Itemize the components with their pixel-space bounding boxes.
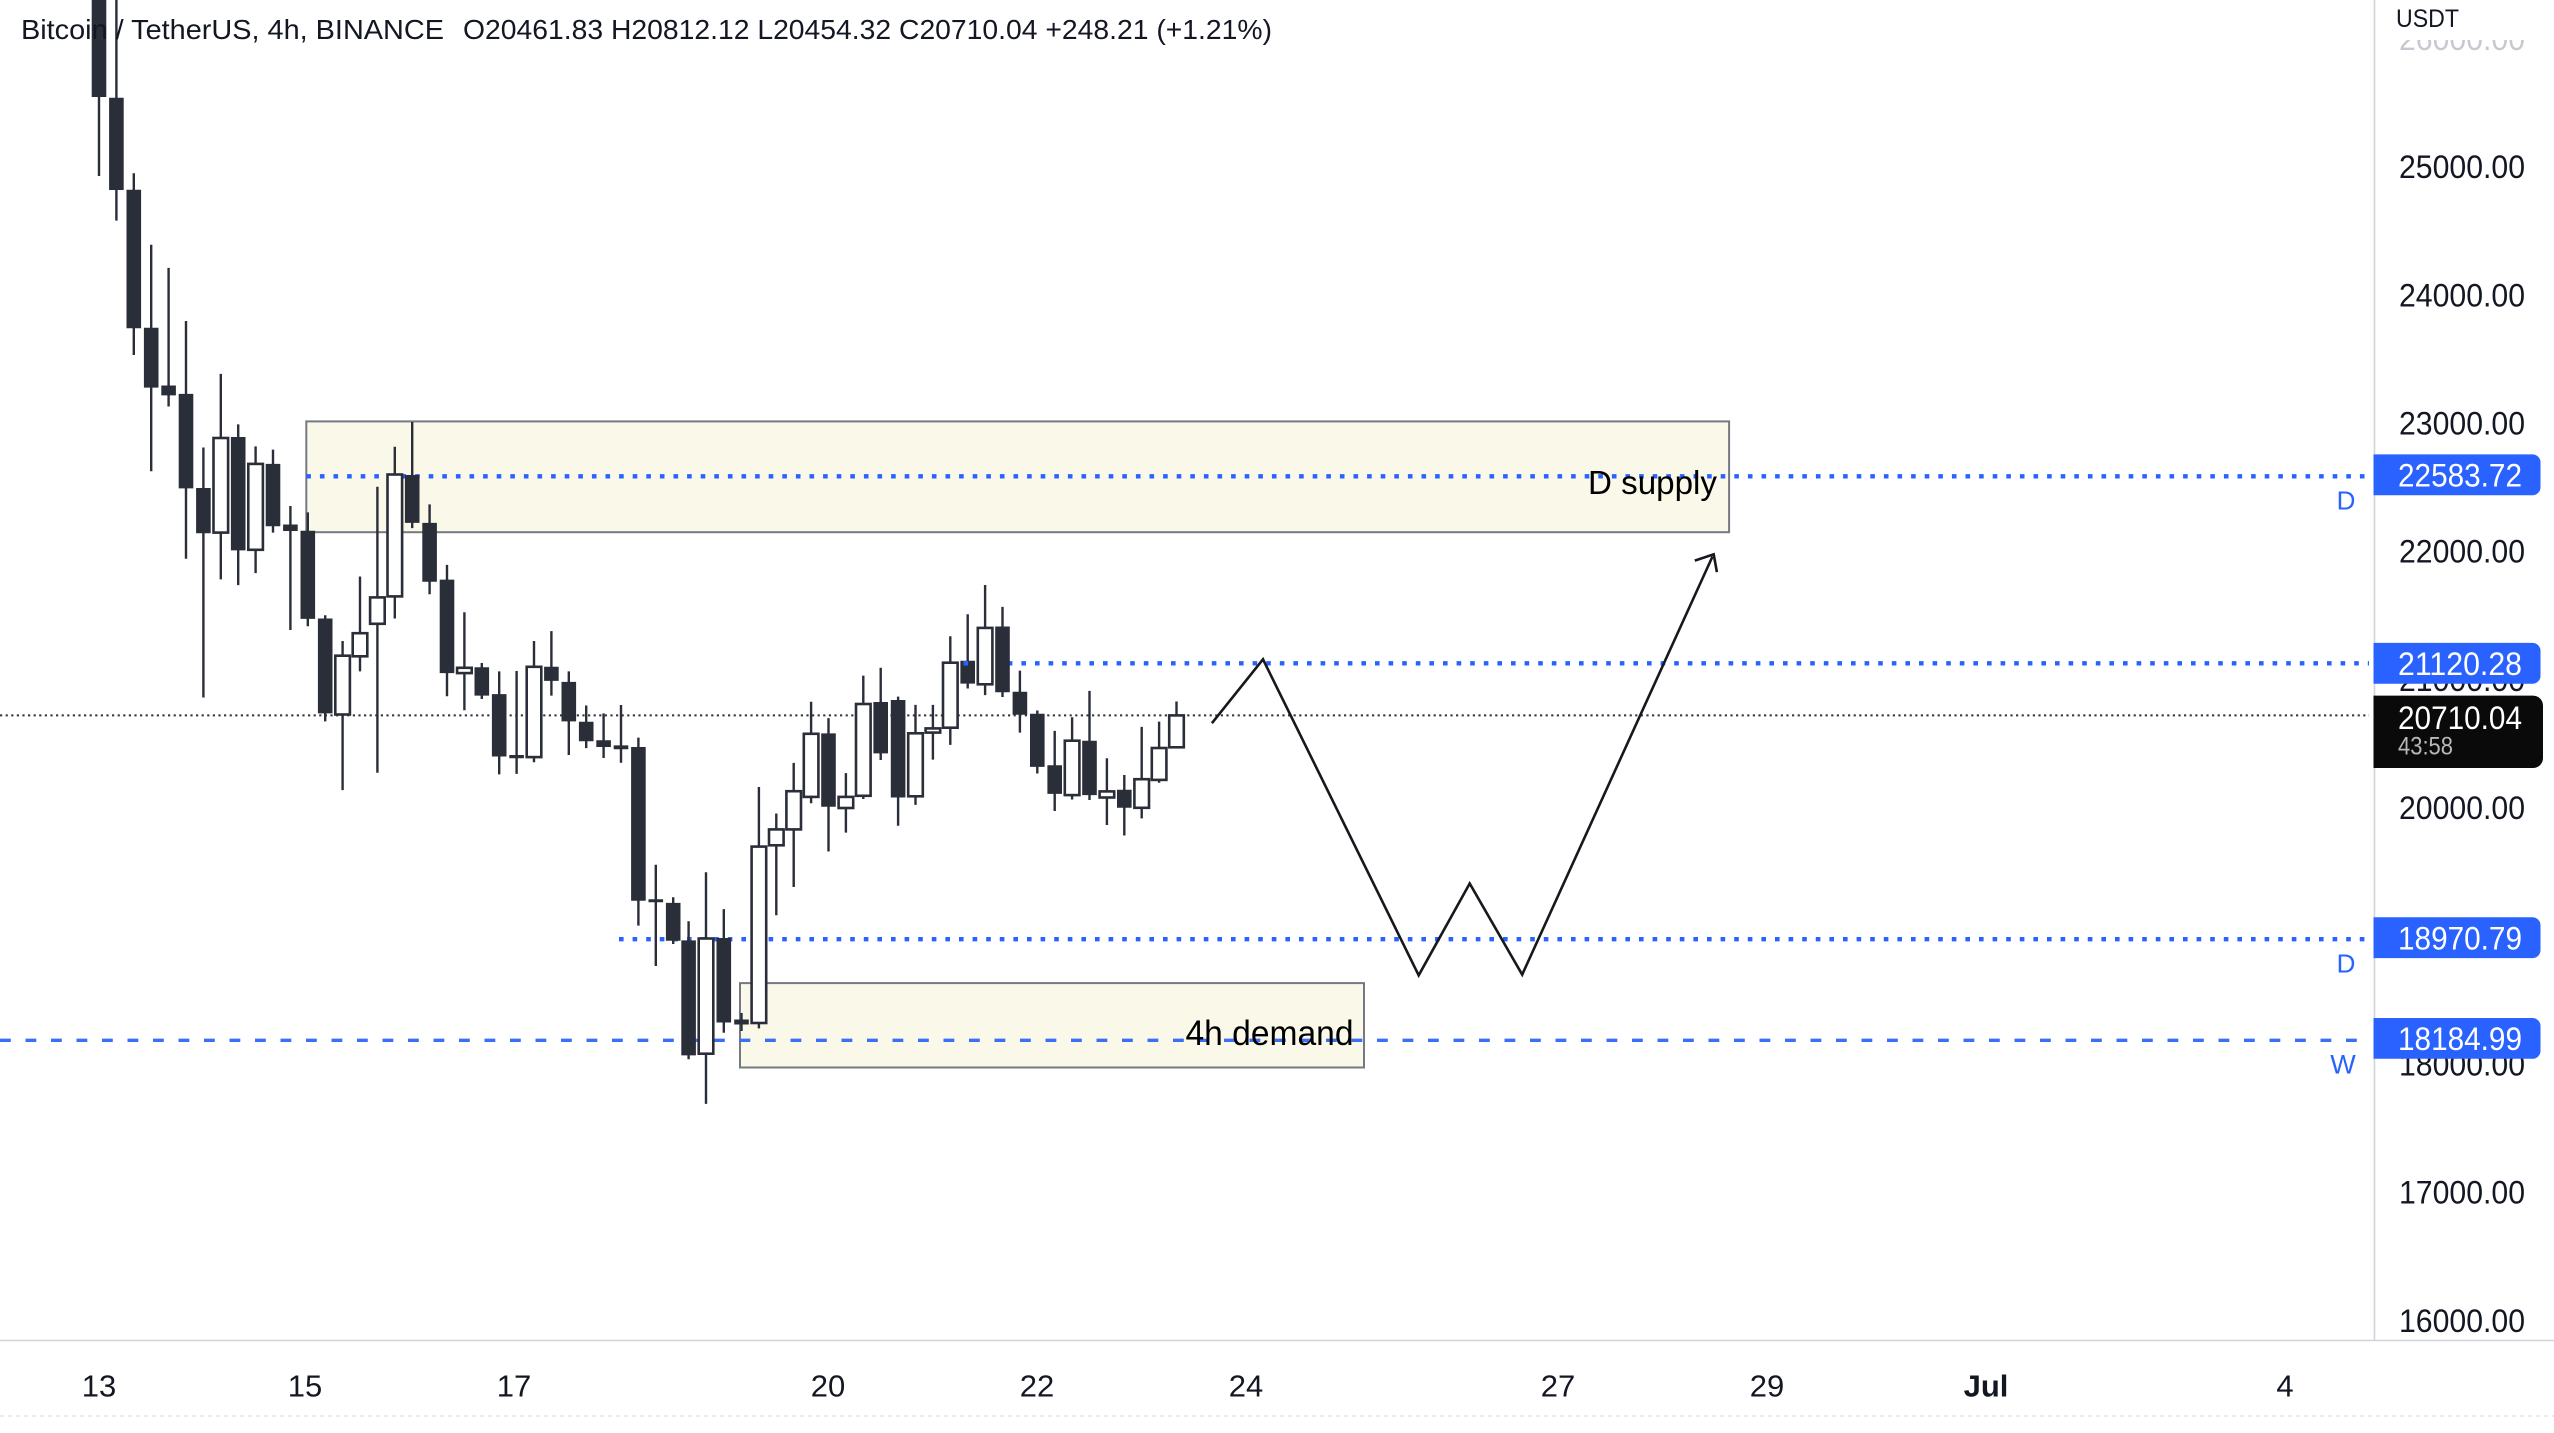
svg-text:O20461.83 H20812.12 L20454.32: O20461.83 H20812.12 L20454.32 C20710.04 …: [463, 14, 1272, 45]
svg-text:17: 17: [497, 1369, 531, 1404]
svg-text:27: 27: [1541, 1369, 1575, 1404]
svg-text:20710.04: 20710.04: [2398, 700, 2522, 736]
svg-text:4h demand: 4h demand: [1186, 1014, 1354, 1053]
svg-text:21120.28: 21120.28: [2398, 646, 2522, 682]
svg-text:22583.72: 22583.72: [2398, 458, 2522, 494]
svg-text:Bitcoin / TetherUS, 4h, BINANC: Bitcoin / TetherUS, 4h, BINANCE: [21, 14, 444, 45]
svg-text:18970.79: 18970.79: [2398, 921, 2522, 957]
svg-text:18184.99: 18184.99: [2398, 1021, 2522, 1057]
svg-text:W: W: [2330, 1049, 2356, 1079]
svg-text:D: D: [2337, 948, 2356, 978]
svg-text:15: 15: [288, 1369, 322, 1404]
svg-text:D supply: D supply: [1588, 464, 1718, 501]
svg-text:4: 4: [2276, 1369, 2293, 1404]
svg-text:13: 13: [82, 1369, 116, 1404]
svg-text:22: 22: [1020, 1369, 1054, 1404]
svg-text:29: 29: [1750, 1369, 1784, 1404]
svg-text:43:58: 43:58: [2398, 733, 2453, 761]
svg-text:USDT: USDT: [2396, 5, 2459, 33]
svg-text:16000.00: 16000.00: [2399, 1303, 2525, 1339]
svg-text:20000.00: 20000.00: [2399, 790, 2525, 826]
svg-text:23000.00: 23000.00: [2399, 406, 2525, 442]
svg-text:24: 24: [1229, 1369, 1263, 1404]
svg-text:25000.00: 25000.00: [2399, 149, 2525, 185]
svg-text:20: 20: [811, 1369, 845, 1404]
svg-text:Jul: Jul: [1964, 1369, 2009, 1404]
svg-text:17000.00: 17000.00: [2399, 1175, 2525, 1211]
svg-text:D: D: [2337, 486, 2356, 516]
svg-text:24000.00: 24000.00: [2399, 277, 2525, 313]
svg-text:22000.00: 22000.00: [2399, 534, 2525, 570]
